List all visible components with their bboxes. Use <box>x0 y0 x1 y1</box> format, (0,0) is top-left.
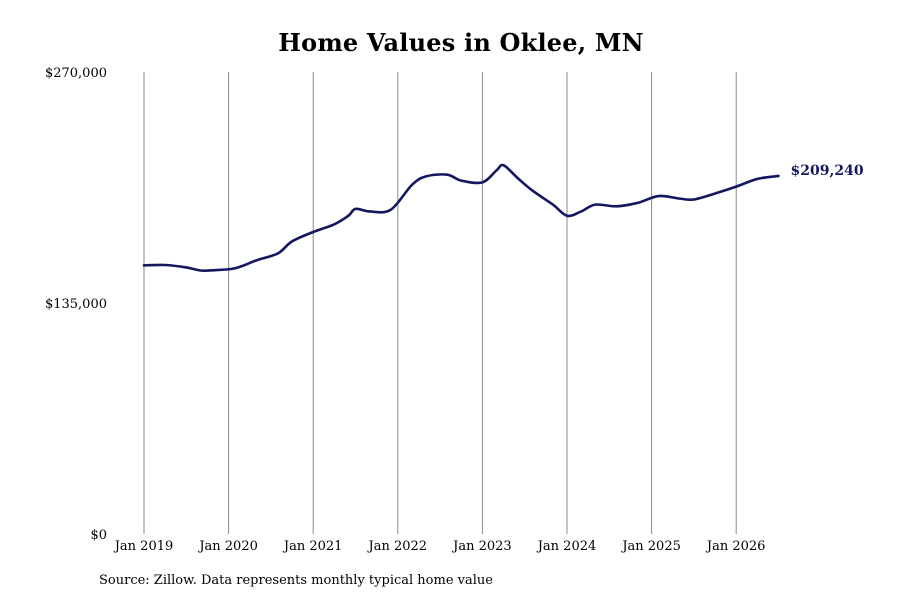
y-axis-ticks: $0 $135,000 $270,000 <box>45 66 107 543</box>
end-value-label: $209,240 <box>791 163 864 179</box>
x-tick-label: Jan 2020 <box>197 539 258 554</box>
x-axis-ticks: Jan 2019 Jan 2020 Jan 2021 Jan 2022 Jan 2023… <box>113 539 766 554</box>
x-tick-label: Jan 2019 <box>113 539 174 554</box>
annotation-layer: $209,240 <box>791 163 864 179</box>
x-tick-label: Jan 2025 <box>620 539 681 554</box>
y-tick-label: $0 <box>90 528 107 543</box>
gridlines <box>143 72 737 534</box>
y-tick-label: $135,000 <box>45 297 107 312</box>
x-tick-label: Jan 2022 <box>367 539 428 554</box>
x-tick-label: Jan 2023 <box>451 539 512 554</box>
source-note: Source: Zillow. Data represents monthly … <box>99 573 493 588</box>
series-line <box>142 163 780 272</box>
chart-title: Home Values in Oklee, MN <box>278 28 644 57</box>
x-tick-label: Jan 2021 <box>282 539 343 554</box>
series-layer <box>142 163 780 272</box>
y-tick-label: $270,000 <box>45 66 107 81</box>
x-tick-label: Jan 2026 <box>705 539 766 554</box>
x-tick-label: Jan 2024 <box>536 539 597 554</box>
